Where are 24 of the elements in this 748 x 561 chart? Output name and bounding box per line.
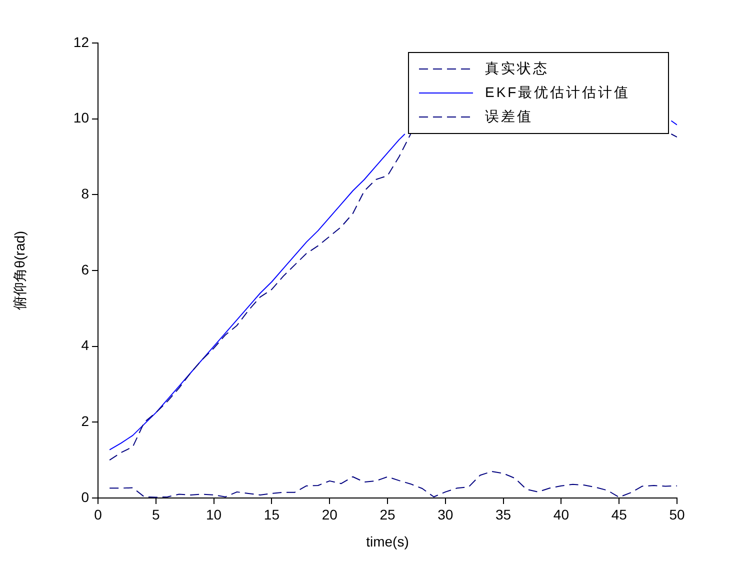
legend-label: 误差值 [485,108,533,126]
legend-label: 真实状态 [485,60,549,78]
x-tick-label: 20 [322,506,338,522]
y-tick-label: 6 [81,261,90,278]
y-tick-label: 8 [81,186,90,202]
x-axis-title: time(s) [366,533,409,550]
x-tick-label: 40 [553,506,570,522]
y-tick-label: 0 [81,488,90,505]
x-tick-label: 15 [264,506,280,522]
y-tick-label: 4 [81,337,90,354]
y-axis-title: 俯仰角θ(rad) [11,230,28,310]
y-tick-label: 10 [73,110,90,126]
line-series [109,470,677,498]
y-tick-label: 2 [81,413,90,430]
x-tick-label: 35 [496,506,512,522]
x-tick-label: 0 [94,506,102,522]
legend-label: EKF最优估计估计值 [485,84,630,102]
x-tick-label: 25 [380,506,396,522]
x-tick-label: 45 [611,506,628,522]
x-tick-label: 50 [669,506,685,522]
x-tick-label: 5 [152,506,160,522]
x-tick-label: 30 [438,506,454,522]
x-tick-label: 10 [206,506,222,522]
y-tick-label: 12 [73,34,90,50]
